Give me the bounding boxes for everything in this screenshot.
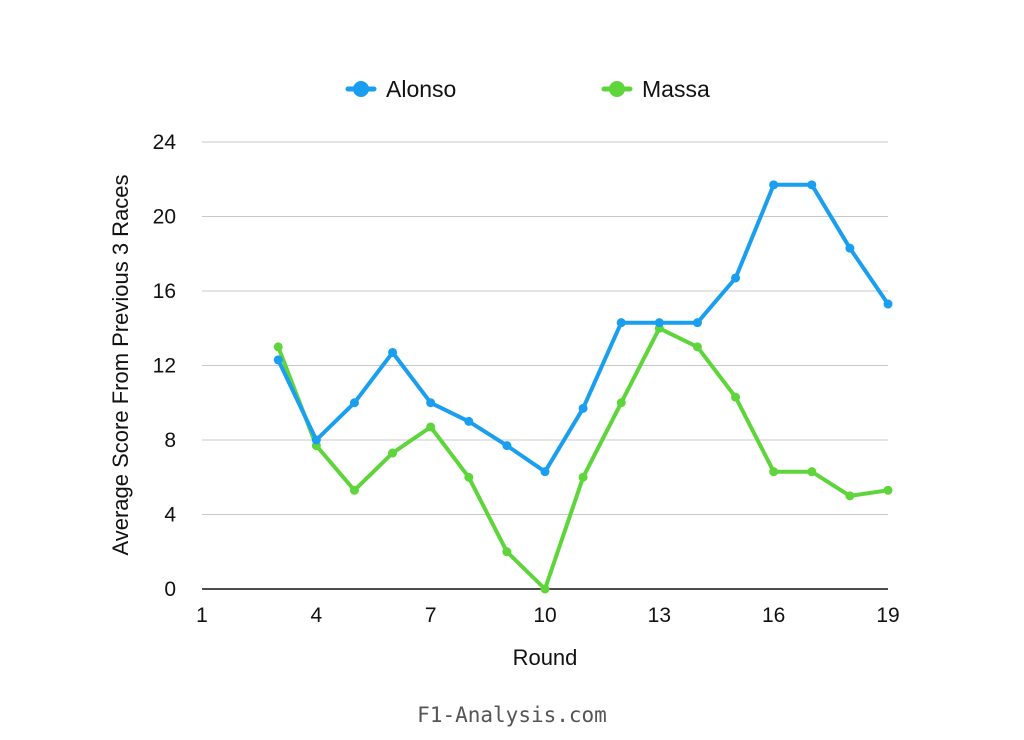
- data-series: [273, 180, 893, 594]
- y-tick-label: 12: [153, 355, 176, 378]
- data-point-massa: [540, 584, 550, 594]
- y-axis-title: Average Score From Previous 3 Races: [108, 174, 133, 555]
- x-tick-label: 4: [310, 604, 322, 627]
- data-point-massa: [578, 472, 588, 482]
- watermark-text: F1-Analysis.com: [417, 703, 607, 727]
- y-tick-label: 16: [153, 280, 176, 303]
- data-point-massa: [731, 392, 741, 402]
- y-tick-label: 20: [153, 206, 176, 229]
- series-alonso: [273, 180, 893, 477]
- x-tick-label: 13: [648, 604, 671, 627]
- y-tick-labels: 0 4 8 12 16 20 24: [153, 131, 177, 601]
- data-point-alonso: [349, 398, 359, 408]
- series-line-massa: [276, 326, 890, 591]
- x-tick-label: 7: [425, 604, 437, 627]
- data-point-massa: [845, 491, 855, 501]
- data-point-massa: [616, 398, 626, 408]
- legend-item-massa: Massa: [601, 76, 710, 102]
- data-point-alonso: [388, 347, 398, 357]
- series-line-alonso: [276, 182, 890, 474]
- data-point-massa: [464, 472, 474, 482]
- data-point-massa: [273, 342, 283, 352]
- data-point-massa: [502, 547, 512, 557]
- y-tick-label: 8: [164, 429, 176, 452]
- data-point-massa: [349, 485, 359, 495]
- legend-label: Alonso: [386, 76, 456, 102]
- data-point-alonso: [578, 403, 588, 413]
- data-point-alonso: [692, 318, 702, 328]
- legend-swatch-marker: [353, 81, 369, 97]
- data-point-alonso: [540, 467, 550, 477]
- data-point-massa: [883, 485, 893, 495]
- legend-label: Massa: [642, 76, 710, 102]
- data-point-alonso: [654, 318, 664, 328]
- data-point-massa: [388, 448, 398, 458]
- data-point-alonso: [426, 398, 436, 408]
- x-tick-label: 19: [876, 604, 899, 627]
- data-point-massa: [692, 342, 702, 352]
- x-tick-labels: 1 4 7 10 13 16 19: [196, 604, 900, 627]
- x-tick-label: 16: [762, 604, 785, 627]
- series-massa: [273, 323, 893, 594]
- data-point-alonso: [845, 243, 855, 253]
- x-tick-label: 10: [533, 604, 556, 627]
- data-point-alonso: [464, 416, 474, 426]
- grid-lines: [202, 141, 888, 515]
- y-tick-label: 0: [164, 578, 176, 601]
- data-point-alonso: [731, 273, 741, 283]
- legend-swatch-marker: [609, 81, 625, 97]
- data-point-massa: [769, 467, 779, 477]
- data-point-alonso: [769, 180, 779, 190]
- data-point-alonso: [502, 441, 512, 451]
- legend: Alonso Massa: [345, 76, 710, 102]
- data-point-massa: [426, 422, 436, 432]
- data-point-alonso: [616, 318, 626, 328]
- data-point-alonso: [311, 435, 321, 445]
- y-tick-label: 24: [153, 131, 177, 154]
- y-tick-label: 4: [164, 504, 176, 527]
- x-tick-label: 1: [196, 604, 208, 627]
- x-axis-title: Round: [513, 645, 578, 670]
- data-point-massa: [807, 467, 817, 477]
- data-point-alonso: [807, 180, 817, 190]
- legend-item-alonso: Alonso: [345, 76, 456, 102]
- data-point-alonso: [273, 355, 283, 365]
- data-point-alonso: [883, 299, 893, 309]
